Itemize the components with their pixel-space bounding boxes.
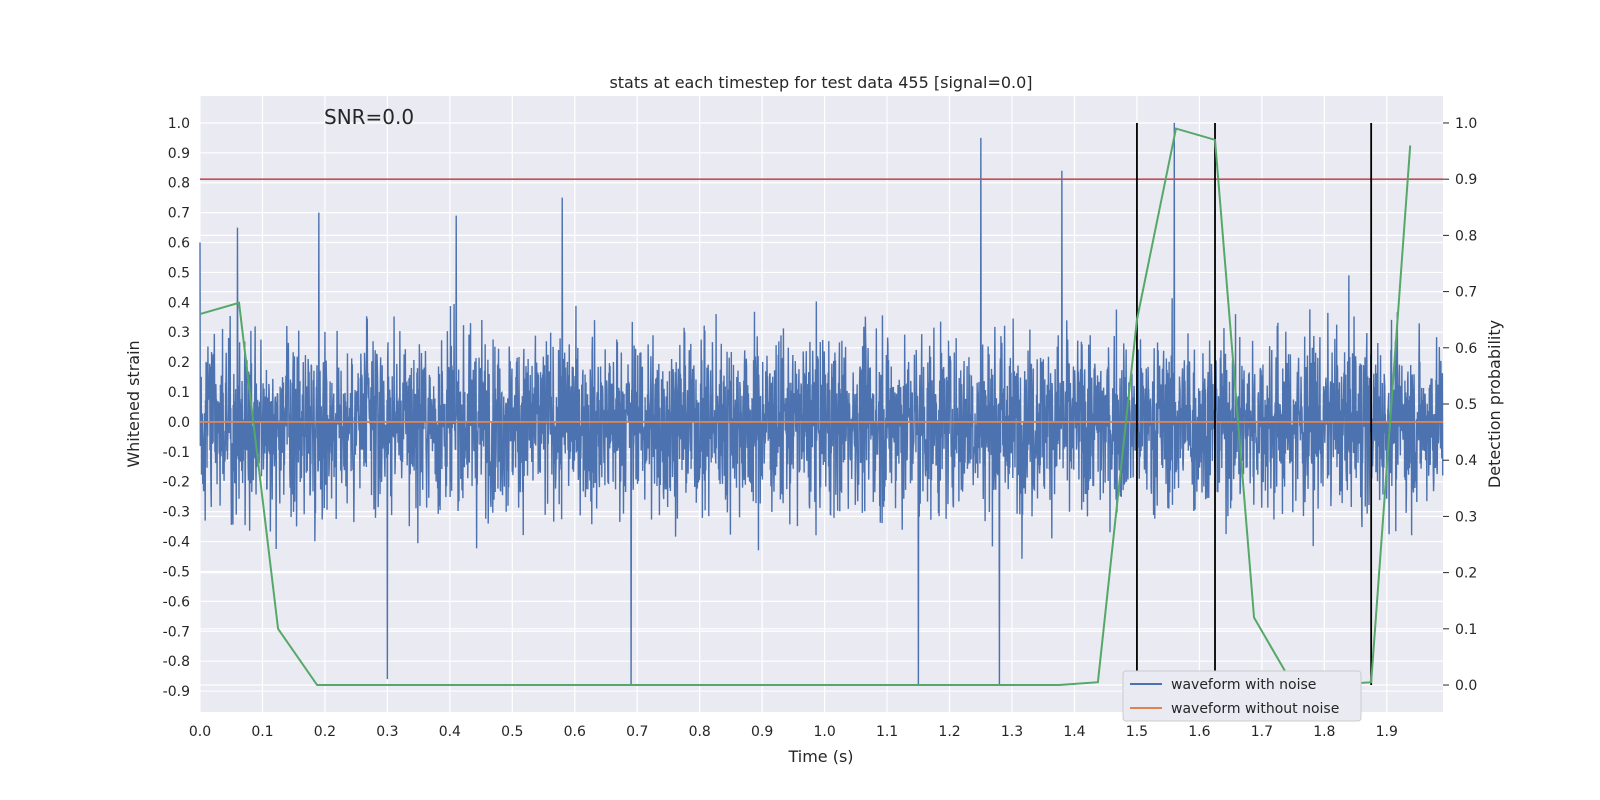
plot-marks [199,122,1444,687]
y-tick-label: 0.3 [168,325,190,341]
y-tick-label: -0.3 [163,505,190,521]
y-tick-label: -0.4 [163,535,190,551]
ticks: 0.0 0.1 0.2 0.3 0.4 0.5 0.6 0.7 0.8 0.9 1.0 1.1 1.2 1… [163,116,1478,740]
y-tick-label: 0.9 [168,146,190,162]
y-tick-label: 0.2 [168,355,190,371]
series-waveform-with-noise [199,122,1444,686]
y-tick-label: -0.6 [163,594,190,610]
y-tick-label: -0.8 [163,654,190,670]
legend-label-noise: waveform with noise [1171,677,1316,693]
y-axis-label: Whitened strain [124,340,143,467]
x-tick-label: 1.1 [876,724,898,740]
x-tick-label: 0.0 [189,724,211,740]
x-tick-label: 0.5 [501,724,523,740]
y-tick-label: 0.5 [168,265,190,281]
y-tick-label: 0.7 [168,206,190,222]
y-right-tick-label: 0.2 [1455,566,1477,582]
y-right-tick-label: 0.4 [1455,453,1477,469]
y-tick-label: 0.0 [168,415,190,431]
x-tick-label: 0.8 [689,724,711,740]
y-tick-label: 0.8 [168,176,190,192]
x-tick-label: 0.2 [314,724,336,740]
y-tick-label: 1.0 [168,116,190,132]
x-tick-label: 0.6 [564,724,586,740]
y-tick-label: -0.7 [163,624,190,640]
y-tick-label: -0.5 [163,564,190,580]
legend-box [1122,670,1362,722]
x-tick-label: 0.9 [751,724,773,740]
y-right-tick-label: 0.6 [1455,341,1477,357]
x-tick-label: 1.9 [1376,724,1398,740]
legend: waveform with noise waveform without noi… [1122,670,1362,722]
x-tick-label: 0.1 [251,724,273,740]
x-axis-label: Time (s) [787,747,853,766]
x-tick-label: 0.3 [376,724,398,740]
y-tick-label: -0.1 [163,445,190,461]
x-tick-label: 0.7 [626,724,648,740]
legend-label-clean: waveform without noise [1171,701,1339,717]
y-right-tick-label: 1.0 [1455,116,1477,132]
y-right-tick-label: 0.7 [1455,285,1477,301]
y-right-tick-label: 0.9 [1455,172,1477,188]
x-tick-label: 1.2 [938,724,960,740]
x-tick-label: 0.4 [439,724,461,740]
y-tick-label: -0.9 [163,684,190,700]
x-tick-label: 1.8 [1313,724,1335,740]
chart-title: stats at each timestep for test data 455… [609,73,1032,92]
y-right-tick-label: 0.1 [1455,622,1477,638]
series-detection-probability [199,127,1412,687]
y-right-tick-label: 0.0 [1455,678,1477,694]
y-tick-label: 0.1 [168,385,190,401]
snr-annotation: SNR=0.0 [324,105,414,129]
y-right-tick-label: 0.8 [1455,228,1477,244]
x-tick-label: 1.5 [1126,724,1148,740]
x-tick-label: 1.6 [1188,724,1210,740]
x-tick-label: 1.7 [1251,724,1273,740]
x-tick-label: 1.0 [813,724,835,740]
y-tick-label: -0.2 [163,475,190,491]
y-tick-label: 0.4 [168,295,190,311]
x-tick-label: 1.4 [1063,724,1085,740]
y-right-tick-label: 0.3 [1455,509,1477,525]
x-tick-label: 1.3 [1001,724,1023,740]
y-right-tick-label: 0.5 [1455,397,1477,413]
y-axis-right-label: Detection probability [1485,320,1504,488]
y-tick-label: 0.6 [168,236,190,252]
